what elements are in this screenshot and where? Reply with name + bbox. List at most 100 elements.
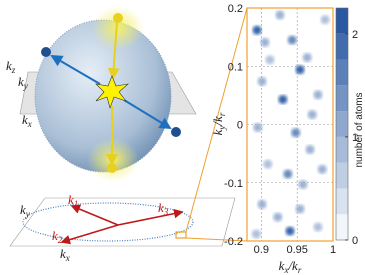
point	[265, 55, 275, 65]
zoom-line	[185, 237, 248, 242]
point	[278, 94, 288, 104]
label-base: k	[158, 200, 164, 215]
colorbar-step	[336, 8, 348, 34]
point	[252, 25, 262, 35]
colorbar-step	[336, 188, 348, 215]
label-base: k	[20, 202, 26, 217]
axis-label: kz	[6, 58, 16, 75]
y-tick-label: -0.1	[224, 178, 243, 190]
label-sub: x	[65, 253, 70, 263]
yellow-cloud	[92, 6, 144, 50]
y-tick-label: 0	[237, 120, 243, 132]
colorbar-step	[336, 33, 348, 60]
atom	[107, 163, 117, 173]
axis-label: ky	[20, 202, 30, 219]
point	[305, 145, 315, 155]
zoom-box	[175, 231, 187, 239]
label-part: x	[283, 265, 288, 275]
point	[283, 169, 293, 179]
point	[275, 10, 285, 20]
label-part: r	[217, 112, 227, 116]
point	[273, 212, 283, 222]
illustration	[9, 6, 248, 247]
colorbar-step	[336, 111, 348, 137]
axis-label: kx	[60, 246, 70, 263]
arrow	[50, 54, 101, 85]
colorbar-step	[336, 162, 348, 189]
label-base: k	[18, 74, 24, 89]
x-axis-label: kx/kr	[279, 258, 302, 275]
point	[291, 128, 301, 138]
arrow	[117, 208, 184, 226]
y-tick-label: 0.2	[228, 3, 243, 15]
point	[307, 110, 317, 120]
point	[257, 199, 267, 209]
y-tick-label: 0.1	[228, 61, 243, 73]
x-tick-label: 1	[330, 244, 336, 256]
atom	[113, 13, 123, 23]
colorbar-frame	[335, 7, 349, 241]
colorbar-step	[336, 136, 348, 163]
colorbar-step	[336, 214, 348, 240]
axis-label: kx	[22, 112, 32, 129]
zoom-line	[185, 7, 248, 233]
label-part: /k	[210, 116, 225, 127]
label-part: /k	[287, 258, 298, 273]
axis-label: k3	[158, 200, 169, 217]
x-tick-label: 0.9	[254, 244, 269, 256]
label-sub: z	[11, 65, 16, 75]
label-sub: y	[25, 209, 30, 219]
axis-label: ky	[18, 74, 28, 91]
colorbar-tick-label: 1	[352, 132, 358, 144]
y-axis-label: ky/kr	[210, 112, 227, 135]
arrow	[70, 204, 119, 226]
point	[260, 37, 270, 47]
ring	[22, 202, 194, 242]
label-base: k	[22, 112, 28, 127]
frame	[246, 7, 334, 242]
point	[320, 15, 330, 25]
label-base: k	[68, 192, 74, 207]
label-sub: x	[27, 119, 32, 129]
x-tick-label: 0.95	[286, 244, 307, 256]
label-part: k	[210, 129, 225, 135]
y-tick-label: -0.2	[224, 236, 243, 248]
label-base: k	[52, 228, 58, 243]
colorbar-label: number of atoms	[354, 92, 365, 167]
point	[285, 226, 295, 236]
point	[257, 76, 267, 86]
label-sub: 3	[163, 207, 169, 217]
label-part: k	[279, 258, 285, 273]
plot: -0.2-0.100.10.20.9 0.95 1kx/krky/kr012numb…	[210, 3, 365, 275]
arrow	[123, 99, 172, 130]
colorbar-step	[336, 59, 348, 86]
point	[313, 90, 323, 100]
point	[263, 159, 273, 169]
arrow	[60, 224, 119, 245]
label-sub: y	[23, 81, 28, 91]
arrow	[107, 21, 120, 80]
point	[313, 222, 323, 232]
label-sub: 2	[58, 235, 63, 245]
colorbar-step	[336, 85, 348, 112]
label-part: y	[217, 126, 227, 131]
point	[295, 65, 305, 75]
point	[253, 122, 263, 132]
point	[251, 229, 261, 239]
axis-label: k2	[52, 228, 63, 245]
atom	[41, 47, 51, 57]
label-part: r	[298, 265, 302, 275]
point	[302, 53, 312, 63]
star	[95, 75, 129, 109]
colorbar-tick-label: 2	[352, 29, 358, 41]
point	[287, 35, 297, 45]
label-base: k	[6, 58, 12, 73]
atom	[171, 127, 181, 137]
colorbar-tick-label: 0	[352, 235, 358, 247]
point	[295, 204, 305, 214]
point	[317, 164, 327, 174]
label-sub: 1	[74, 199, 79, 209]
